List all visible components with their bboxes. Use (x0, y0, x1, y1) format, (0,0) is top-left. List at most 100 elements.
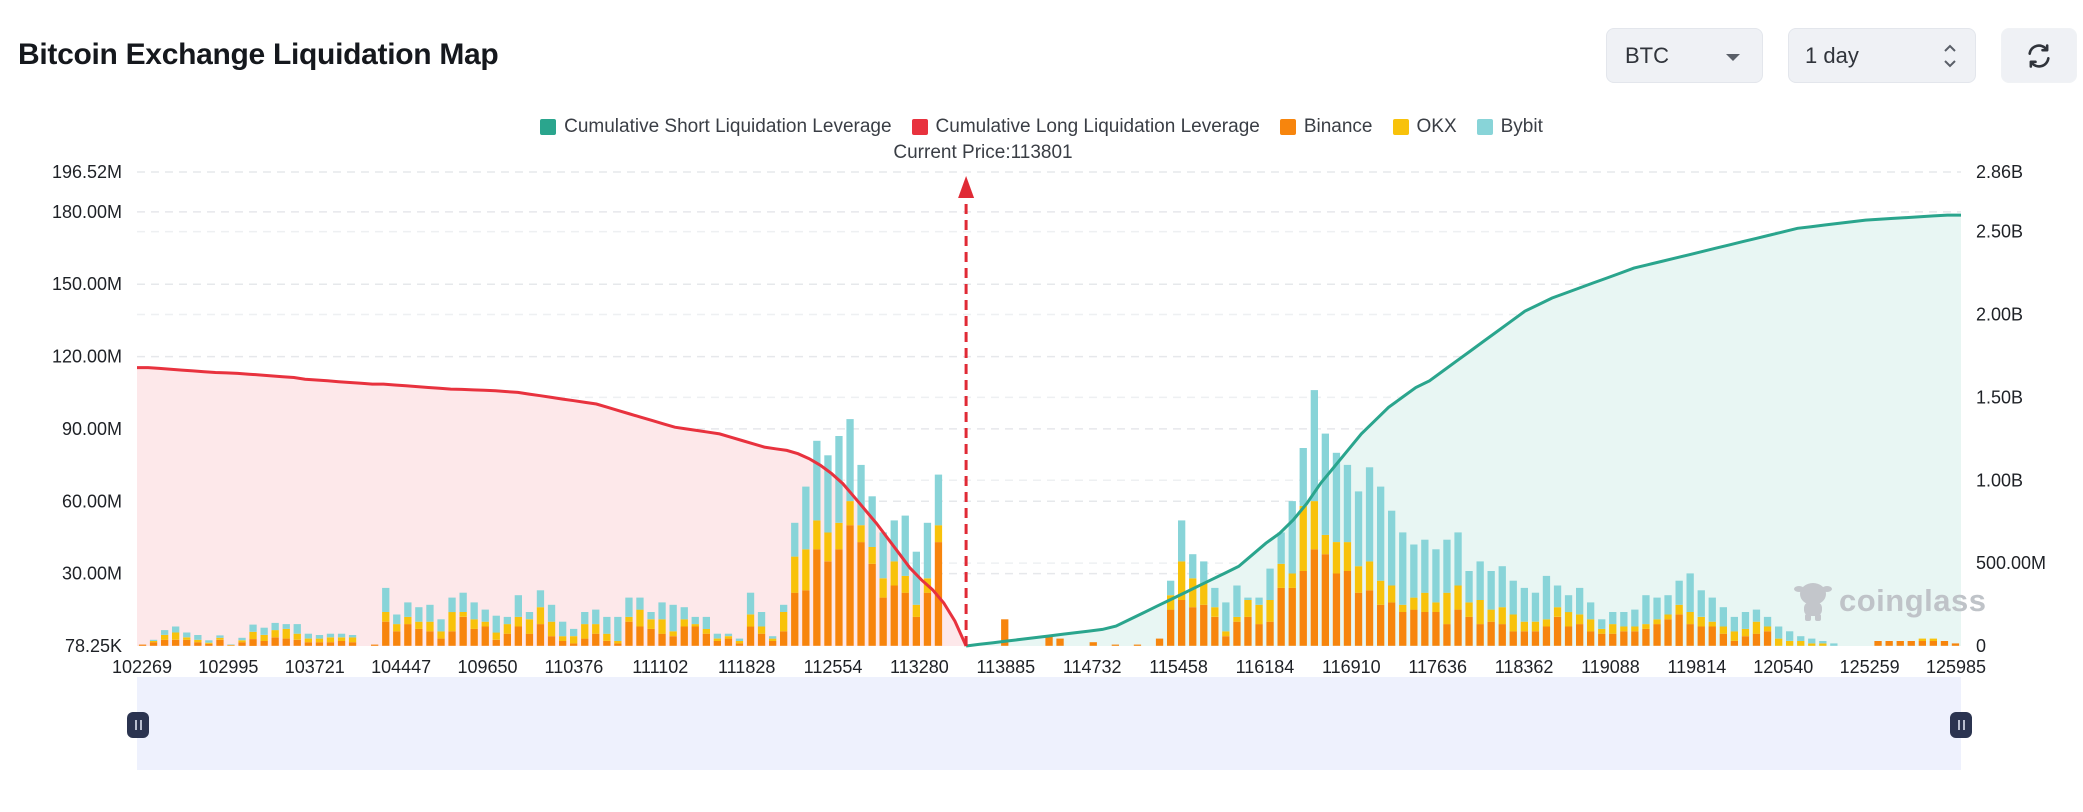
bar-bybit (426, 604, 434, 622)
bar-bybit (459, 592, 467, 612)
bar-okx (404, 616, 412, 625)
x-tick-label: 102269 (112, 657, 172, 677)
bar-binance (1410, 609, 1418, 646)
y-left-tick-label: 120.00M (52, 347, 122, 367)
bar-bybit (315, 635, 324, 639)
bar-okx (1399, 604, 1407, 612)
bar-bybit (205, 640, 213, 643)
bar-okx (813, 520, 821, 550)
bar-bybit (636, 597, 644, 610)
legend-label: Cumulative Short Liquidation Leverage (564, 116, 892, 137)
legend-item[interactable]: Cumulative Long Liquidation Leverage (911, 116, 1260, 138)
bar-bybit (757, 612, 766, 627)
bar-binance (1255, 624, 1263, 646)
bar-okx (172, 632, 180, 640)
bar-bybit (227, 644, 235, 645)
bar-bybit (1808, 638, 1816, 644)
bar-bybit (603, 616, 611, 634)
bar-binance (1332, 573, 1341, 646)
bar-binance (1167, 609, 1175, 646)
bar-okx (1255, 604, 1263, 625)
y-right-tick-label: 1.00B (1976, 470, 2023, 490)
bar-binance (735, 643, 744, 646)
bar-okx (934, 525, 943, 543)
bar-okx (1299, 505, 1307, 571)
bar-bybit (868, 496, 876, 547)
bar-bybit (1178, 520, 1186, 562)
bar-bybit (1653, 597, 1661, 620)
bar-binance (559, 641, 567, 646)
bar-okx (1531, 621, 1540, 632)
legend-item[interactable]: OKX (1392, 116, 1457, 138)
bar-binance (1598, 633, 1606, 646)
bar-okx (1189, 578, 1197, 608)
bar-bybit (1432, 549, 1440, 603)
bar-okx (757, 626, 766, 634)
bar-binance (1465, 616, 1473, 646)
y-right-tick-label: 1.50B (1976, 387, 2023, 407)
bar-okx (1277, 563, 1285, 588)
bar-bybit (404, 602, 412, 617)
bar-okx (326, 637, 335, 643)
bar-binance (636, 626, 644, 646)
time-range-select[interactable]: 1 day (1788, 28, 1976, 83)
bar-binance (1432, 612, 1440, 646)
bar-binance (570, 643, 578, 646)
zoom-slider-right-handle[interactable] (1950, 712, 1972, 738)
bar-okx (1465, 602, 1473, 617)
bar-bybit (1609, 612, 1617, 625)
bar-okx (1178, 561, 1186, 600)
bar-bybit (1498, 566, 1506, 608)
coin-select[interactable]: BTC (1606, 28, 1763, 83)
bar-okx (481, 621, 489, 627)
bar-okx (614, 641, 622, 644)
bar-binance (658, 633, 666, 646)
legend-label: Binance (1303, 116, 1373, 137)
bar-bybit (1233, 585, 1241, 617)
bar-okx (282, 628, 290, 639)
bar-okx (1509, 614, 1517, 632)
bar-bybit (702, 616, 710, 629)
refresh-button[interactable] (2001, 28, 2077, 83)
bar-bybit (1587, 602, 1595, 620)
bar-okx (249, 631, 257, 639)
bar-okx (1719, 626, 1727, 634)
bar-binance (149, 642, 158, 646)
bar-bybit (271, 622, 279, 631)
bar-okx (857, 525, 865, 543)
bar-binance (161, 639, 169, 646)
bar-bybit (1476, 561, 1484, 600)
bar-bybit (249, 624, 257, 632)
zoom-slider-left-handle[interactable] (127, 712, 149, 738)
legend-item[interactable]: Bybit (1476, 116, 1543, 138)
bar-okx (1918, 638, 1926, 641)
bar-binance (393, 631, 401, 646)
bar-okx (1697, 616, 1705, 627)
zoom-slider-track[interactable] (137, 677, 1961, 770)
bar-okx (1288, 573, 1296, 588)
legend-item[interactable]: Cumulative Short Liquidation Leverage (540, 116, 892, 138)
bar-okx (525, 619, 534, 634)
bar-binance (1874, 641, 1882, 646)
bar-binance (304, 642, 312, 646)
bar-binance (1531, 631, 1540, 646)
bar-bybit (304, 633, 312, 639)
bar-bybit (1266, 568, 1274, 600)
bar-binance (1642, 628, 1650, 646)
bar-binance (669, 636, 677, 646)
bar-binance (1576, 624, 1584, 646)
bar-okx (1200, 583, 1208, 605)
bar-binance (581, 638, 589, 646)
bar-bybit (1487, 571, 1495, 610)
x-tick-label: 113885 (976, 657, 1035, 677)
bar-binance (183, 639, 191, 646)
legend-item[interactable]: Binance (1279, 116, 1373, 138)
bar-binance (1587, 631, 1595, 646)
bar-okx (293, 633, 301, 640)
bar-okx (802, 549, 810, 591)
bar-binance (470, 628, 478, 646)
bar-bybit (514, 595, 522, 617)
bar-bybit (393, 614, 401, 625)
bar-binance (371, 644, 379, 646)
bar-binance (1752, 633, 1761, 646)
